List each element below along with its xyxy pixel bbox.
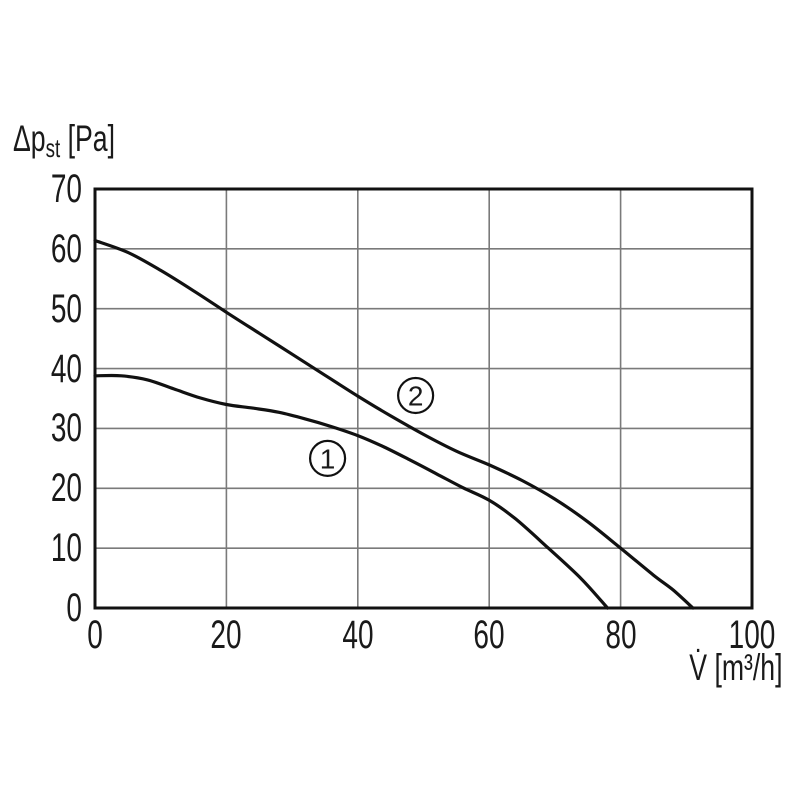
plot-border: [93, 187, 754, 610]
curve-label-1: 1: [308, 439, 347, 477]
y-axis-title: Δpst [Pa]: [13, 118, 115, 164]
y-tick-label-50: 50: [50, 286, 82, 331]
plot-area: 12: [93, 187, 754, 610]
y-tick-label-60: 60: [50, 226, 82, 271]
x-tick-label-20: 20: [210, 613, 242, 657]
x-tick-label-100: 100: [728, 613, 776, 657]
curve-label-text-1: 1: [320, 443, 336, 474]
curve-label-2: 2: [397, 376, 435, 415]
curve-label-circle-2: [397, 376, 435, 415]
curve-label-text-2: 2: [408, 381, 424, 412]
x-tick-label-60: 60: [473, 613, 505, 657]
y-tick-label-0: 0: [66, 586, 82, 630]
y-tick-label-30: 30: [50, 406, 82, 451]
y-tick-label-10: 10: [50, 526, 82, 571]
y-axis-title-unit: [Pa]: [60, 118, 115, 159]
x-axis-title: V̇ [m³/h]: [690, 648, 783, 688]
y-tick-label-70: 70: [50, 167, 82, 211]
x-axis-title-symbol: V̇: [689, 647, 708, 688]
x-tick-label-40: 40: [342, 613, 374, 657]
y-axis-title-symbol: Δp: [13, 118, 46, 159]
curve-1: [93, 373, 610, 610]
curve-label-circle-1: [308, 439, 347, 477]
curve-2: [93, 238, 695, 610]
y-tick-label-20: 20: [50, 466, 82, 511]
y-tick-label-40: 40: [50, 346, 82, 391]
x-axis-title-unit: [m³/h]: [707, 647, 783, 688]
y-axis-title-subscript: st: [45, 133, 61, 163]
x-tick-label-80: 80: [605, 613, 637, 657]
x-tick-label-0: 0: [87, 613, 103, 657]
